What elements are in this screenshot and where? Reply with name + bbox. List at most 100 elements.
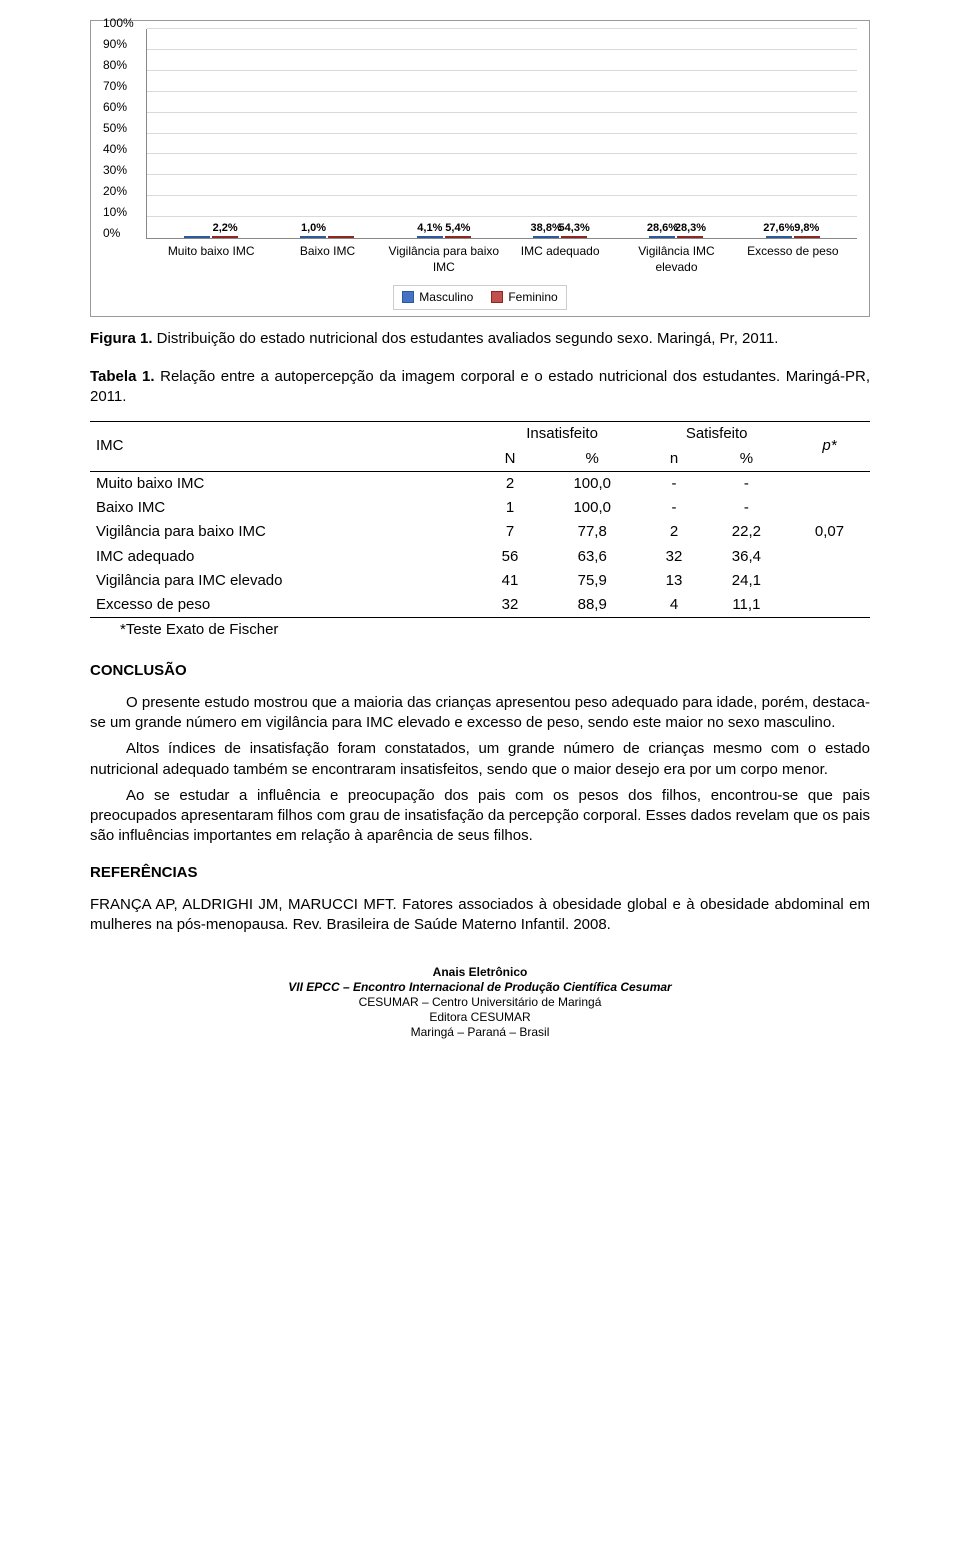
bar-value-label: 28,6%: [647, 221, 678, 236]
figure-caption: Figura 1. Distribuição do estado nutrici…: [90, 329, 870, 349]
bar-masculino: 28,6%: [649, 236, 675, 238]
bar-value-label: 27,6%: [763, 221, 794, 236]
table-row: Baixo IMC1100,0--: [90, 496, 870, 520]
row-p2: -: [704, 496, 789, 520]
heading-conclusao: CONCLUSÃO: [90, 661, 870, 681]
swatch-masculino-icon: [402, 291, 414, 303]
bar-feminino: 28,3%: [677, 236, 703, 238]
bar-value-label: 28,3%: [675, 221, 706, 236]
x-category-label: Vigilância IMC elevado: [618, 243, 734, 275]
row-pval: [789, 569, 870, 593]
heading-referencias: REFERÊNCIAS: [90, 863, 870, 883]
row-n1: 32: [480, 593, 540, 618]
category-group: 27,6%9,8%: [735, 236, 851, 238]
row-pval: [789, 593, 870, 618]
th-n2: n: [644, 447, 703, 472]
table-label: Tabela 1.: [90, 368, 155, 385]
referencia-1: FRANÇA AP, ALDRIGHI JM, MARUCCI MFT. Fat…: [90, 895, 870, 936]
row-p1: 77,8: [540, 520, 644, 544]
row-n2: 2: [644, 520, 703, 544]
row-p2: 22,2: [704, 520, 789, 544]
footer-l3: CESUMAR – Centro Universitário de Maring…: [90, 995, 870, 1010]
x-category-label: Vigilância para baixo IMC: [386, 243, 502, 275]
y-axis: 0%10%20%30%40%50%60%70%80%90%100%: [103, 29, 147, 239]
figure-text: Distribuição do estado nutricional dos e…: [153, 330, 779, 347]
plot-area: 0%10%20%30%40%50%60%70%80%90%100% 2,2% 1,…: [103, 29, 857, 239]
row-p1: 75,9: [540, 569, 644, 593]
footer-l4: Editora CESUMAR: [90, 1010, 870, 1025]
table-row: Excesso de peso3288,9411,1: [90, 593, 870, 618]
x-axis-labels: Muito baixo IMCBaixo IMCVigilância para …: [103, 239, 857, 275]
row-p1: 100,0: [540, 496, 644, 520]
table-note: *Teste Exato de Fischer: [120, 620, 870, 640]
row-label: IMC adequado: [90, 545, 480, 569]
row-pval: [789, 545, 870, 569]
row-n2: 32: [644, 545, 703, 569]
x-category-label: Excesso de peso: [735, 243, 851, 275]
x-category-label: IMC adequado: [502, 243, 618, 275]
category-group: 2,2%: [153, 236, 269, 238]
row-p1: 63,6: [540, 545, 644, 569]
table-row: IMC adequado5663,63236,4: [90, 545, 870, 569]
th-satisfeito: Satisfeito: [644, 422, 789, 447]
page-footer: Anais Eletrônico VII EPCC – Encontro Int…: [90, 965, 870, 1040]
row-pval: [789, 471, 870, 496]
row-p2: 11,1: [704, 593, 789, 618]
row-p2: 36,4: [704, 545, 789, 569]
row-n1: 56: [480, 545, 540, 569]
bar-value-label: 2,2%: [213, 221, 238, 236]
chart-container: 0%10%20%30%40%50%60%70%80%90%100% 2,2% 1,…: [90, 20, 870, 317]
row-p2: -: [704, 471, 789, 496]
row-label: Vigilância para IMC elevado: [90, 569, 480, 593]
chart-legend: Masculino Feminino: [393, 285, 566, 309]
th-insatisfeito: Insatisfeito: [480, 422, 644, 447]
category-group: 38,8%54,3%: [502, 236, 618, 238]
row-n1: 7: [480, 520, 540, 544]
swatch-feminino-icon: [491, 291, 503, 303]
row-n2: -: [644, 496, 703, 520]
table-caption: Tabela 1. Relação entre a autopercepção …: [90, 367, 870, 408]
conclusao-p2: Altos índices de insatisfação foram cons…: [90, 739, 870, 780]
row-n2: 13: [644, 569, 703, 593]
bar-value-label: 5,4%: [445, 221, 470, 236]
category-group: 1,0%: [269, 236, 385, 238]
bar-masculino: 4,1%: [417, 236, 443, 238]
row-n1: 41: [480, 569, 540, 593]
table-row: Vigilância para IMC elevado4175,91324,1: [90, 569, 870, 593]
bars-area: 2,2% 1,0% 4,1%5,4% 38,8%54,3% 28,6%28,3% 27,6…: [147, 29, 857, 239]
row-n2: 4: [644, 593, 703, 618]
figure-label: Figura 1.: [90, 330, 153, 347]
table-text: Relação entre a autopercepção da imagem …: [90, 368, 870, 405]
legend-masculino: Masculino: [402, 289, 473, 305]
bar-masculino: [184, 236, 210, 238]
bar-feminino: [328, 236, 354, 238]
bar-masculino: 38,8%: [533, 236, 559, 238]
bars-host: 2,2% 1,0% 4,1%5,4% 38,8%54,3% 28,6%28,3% 27,6…: [153, 29, 851, 238]
bar-value-label: 54,3%: [559, 221, 590, 236]
bar-value-label: 4,1%: [417, 221, 442, 236]
x-category-label: Muito baixo IMC: [153, 243, 269, 275]
row-label: Vigilância para baixo IMC: [90, 520, 480, 544]
th-n1: N: [480, 447, 540, 472]
row-pval: [789, 496, 870, 520]
legend-feminino: Feminino: [491, 289, 557, 305]
th-p: p*: [789, 422, 870, 472]
bar-feminino: 5,4%: [445, 236, 471, 238]
conclusao-p3: Ao se estudar a influência e preocupação…: [90, 786, 870, 847]
stats-table: IMC Insatisfeito Satisfeito p* N % n % M…: [90, 421, 870, 618]
bar-value-label: 38,8%: [531, 221, 562, 236]
bar-masculino: 27,6%: [766, 236, 792, 238]
th-imc: IMC: [90, 422, 480, 472]
row-n2: -: [644, 471, 703, 496]
legend-label-m: Masculino: [419, 289, 473, 305]
bar-feminino: 9,8%: [794, 236, 820, 238]
table-row: Vigilância para baixo IMC777,8222,20,07: [90, 520, 870, 544]
row-p1: 88,9: [540, 593, 644, 618]
row-n1: 1: [480, 496, 540, 520]
footer-l5: Maringá – Paraná – Brasil: [90, 1025, 870, 1040]
row-label: Baixo IMC: [90, 496, 480, 520]
x-category-label: Baixo IMC: [269, 243, 385, 275]
row-label: Muito baixo IMC: [90, 471, 480, 496]
row-n1: 2: [480, 471, 540, 496]
bar-masculino: 1,0%: [300, 236, 326, 238]
